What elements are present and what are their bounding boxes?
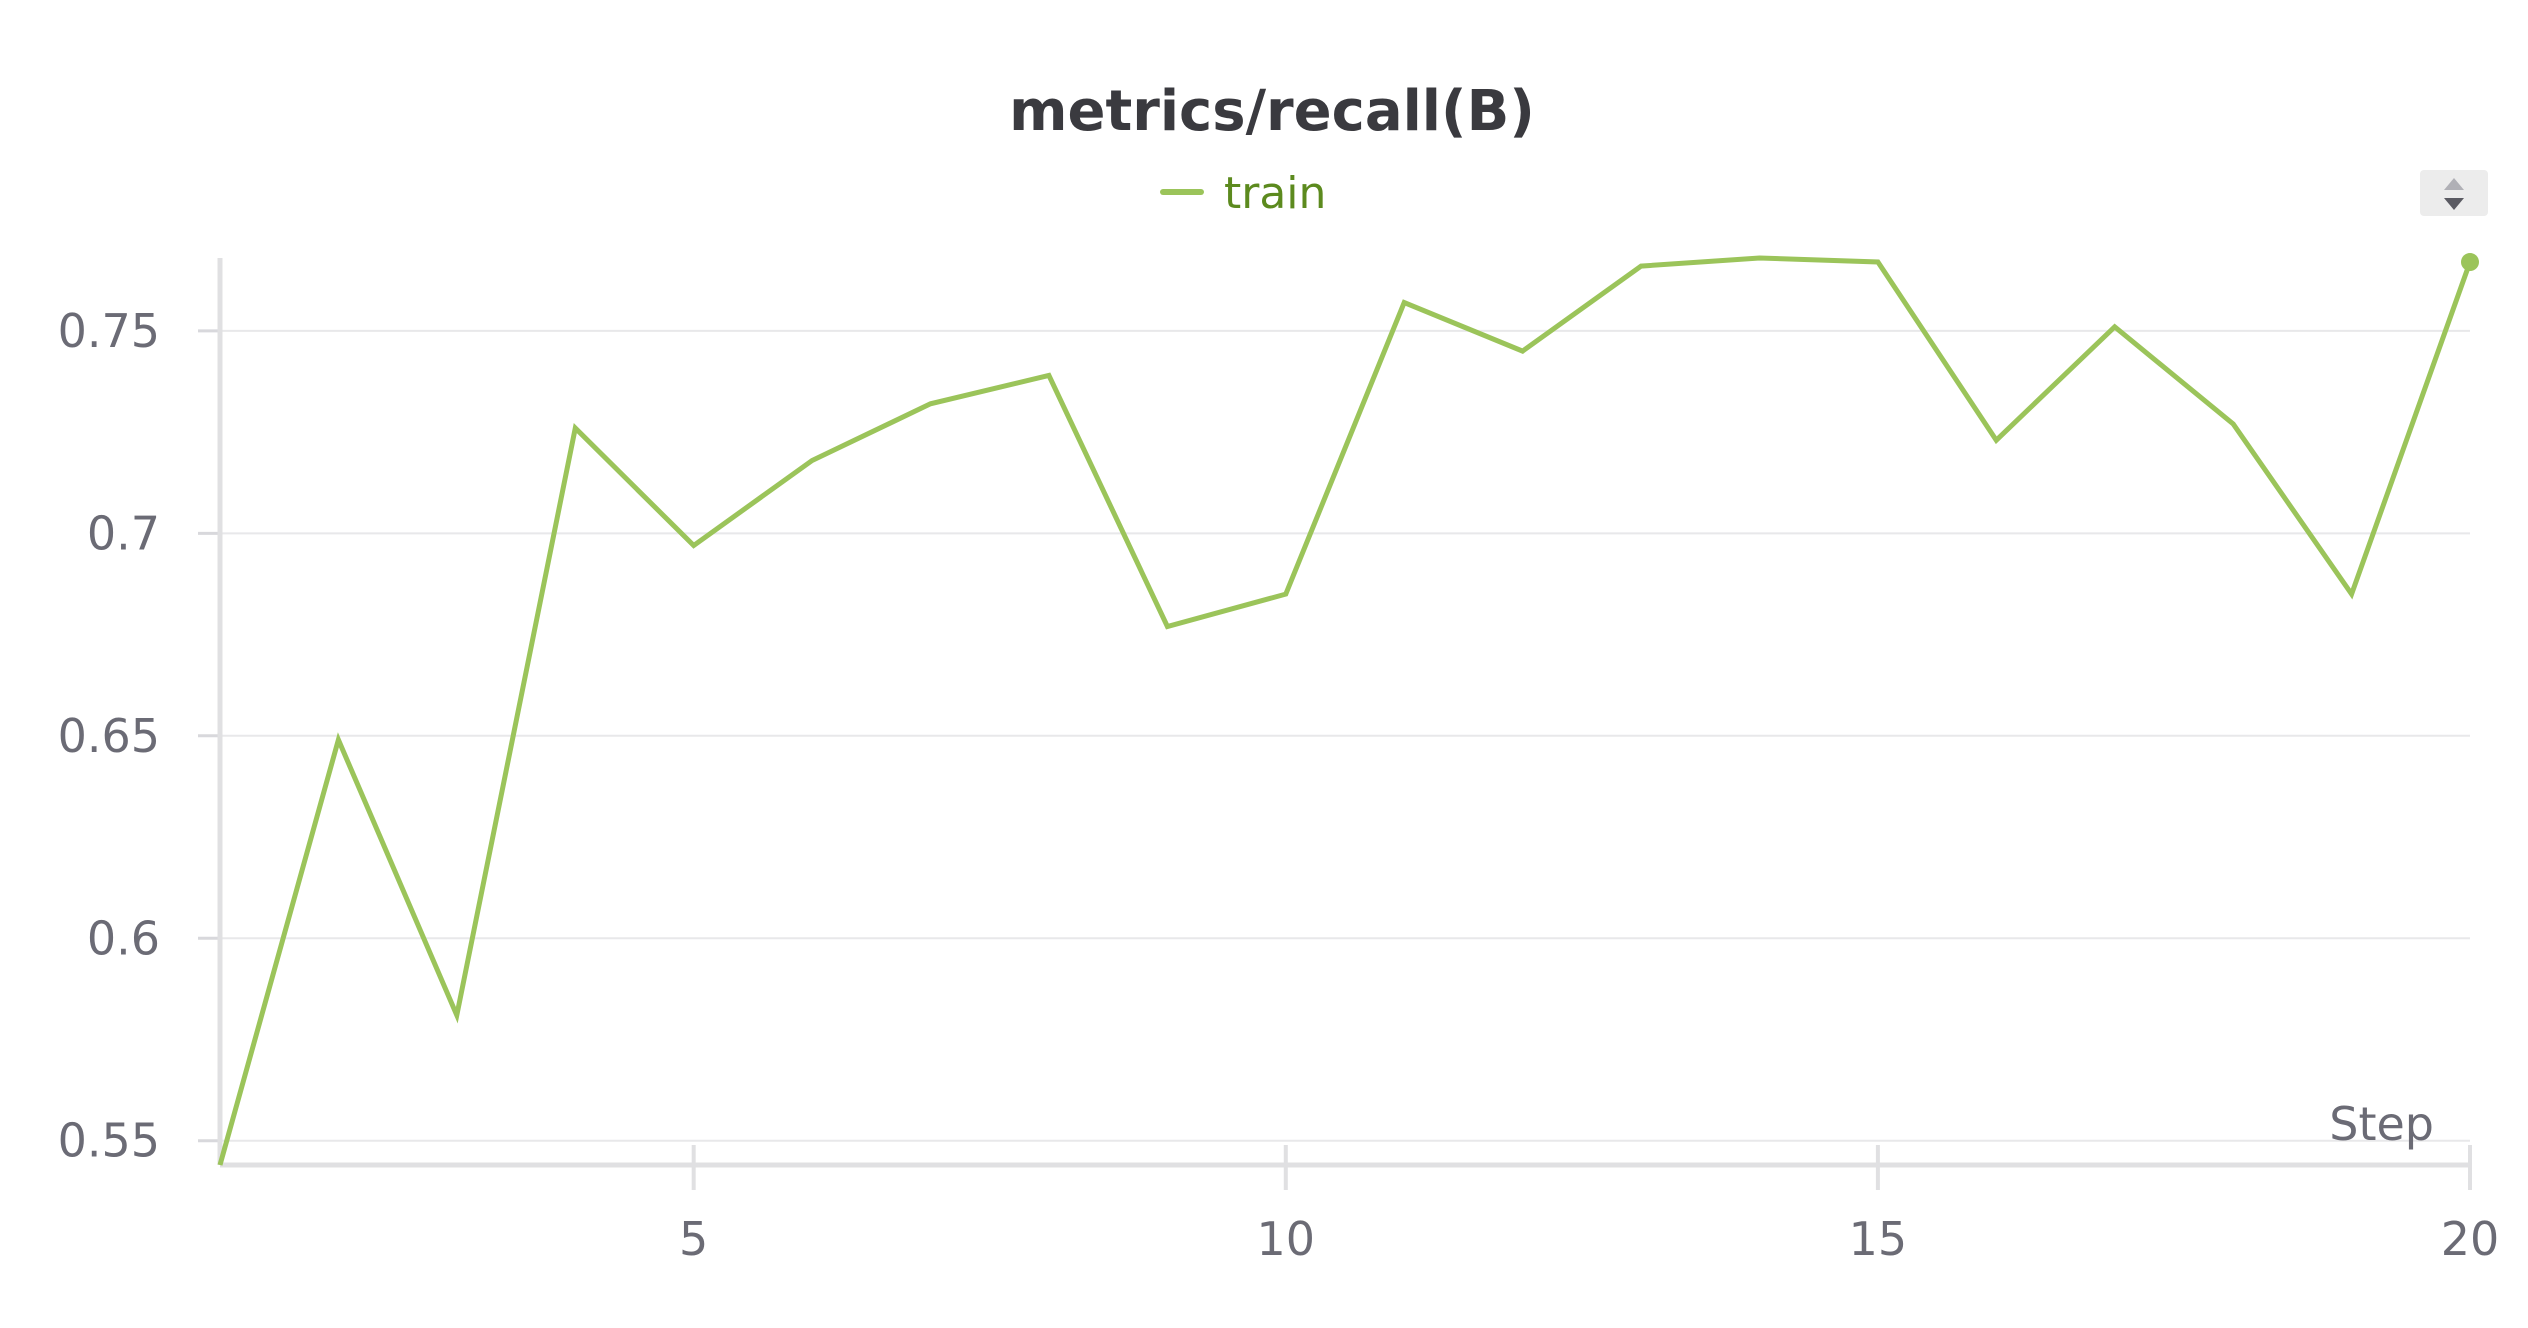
x-tick-label: 20 bbox=[2441, 1212, 2500, 1266]
tick-labels: 0.55 0.6 0.65 0.7 0.75 5 10 15 20 bbox=[58, 304, 2500, 1266]
sort-up-icon bbox=[2444, 178, 2464, 190]
sort-down-icon bbox=[2444, 198, 2464, 210]
series-line-train bbox=[217, 255, 2473, 1166]
y-tick-label: 0.65 bbox=[58, 709, 160, 763]
y-tick-label: 0.55 bbox=[58, 1114, 160, 1168]
series-layer bbox=[217, 253, 2479, 1166]
x-axis-label: Step bbox=[2329, 1097, 2434, 1151]
y-tick-label: 0.75 bbox=[58, 304, 160, 358]
gridlines bbox=[220, 329, 2470, 1142]
y-tick-label: 0.6 bbox=[87, 911, 160, 965]
legend-label-train: train bbox=[1224, 168, 1326, 219]
chart-title: metrics/recall(B) bbox=[1009, 79, 1535, 144]
x-tick-label: 15 bbox=[1849, 1212, 1908, 1266]
data-point bbox=[2461, 253, 2479, 272]
legend[interactable]: train bbox=[1160, 168, 1326, 219]
x-tick-label: 5 bbox=[679, 1212, 708, 1266]
axes bbox=[198, 258, 2472, 1190]
x-tick-label: 10 bbox=[1257, 1212, 1316, 1266]
sort-toggle-button[interactable] bbox=[2420, 170, 2488, 216]
y-tick-label: 0.7 bbox=[87, 506, 160, 560]
